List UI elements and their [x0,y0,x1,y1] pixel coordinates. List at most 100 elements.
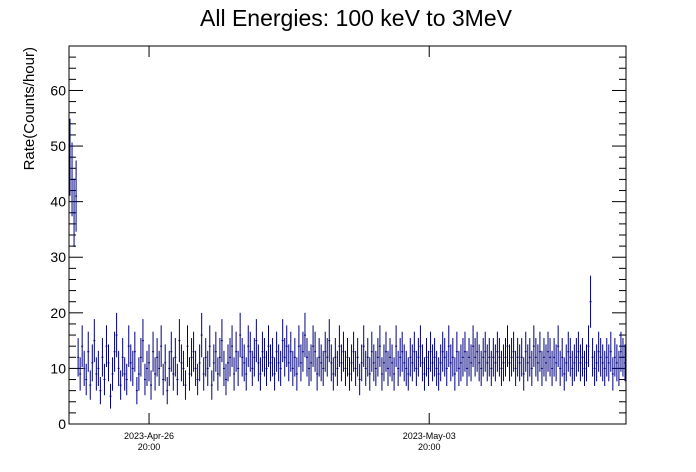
data-point [107,344,110,382]
data-point [597,331,600,372]
data-point [115,312,118,358]
data-point [362,325,365,367]
data-point [297,325,300,367]
data-point [239,312,242,358]
data-point [180,344,183,382]
data-point [127,325,130,367]
x-tick-label-time: 20:00 [418,442,441,452]
data-point [567,331,570,372]
data-point [204,338,207,377]
data-point [455,331,458,372]
data-point [474,338,477,377]
data-point [374,350,377,386]
data-point [131,350,134,386]
data-point [162,363,165,396]
data-point [251,350,254,386]
data-point [259,357,262,391]
data-point [208,325,211,367]
data-point [99,377,102,405]
data-point [403,344,406,382]
data-point [253,338,256,377]
data-point [370,331,373,372]
data-point [314,331,317,372]
data-point [265,350,268,386]
data-point [411,344,414,382]
data-point [466,350,469,386]
data-point [449,344,452,382]
data-point [453,357,456,391]
data-point [447,325,450,367]
data-point [196,363,199,396]
data-point [103,363,106,396]
data-point [200,312,203,358]
data-point [133,331,136,372]
data-point [472,325,475,367]
data-point [156,338,159,377]
data-point [581,338,584,377]
data-point [332,357,335,391]
data-point [85,363,88,396]
data-point [125,363,128,396]
data-point [376,338,379,377]
data-point [267,325,270,367]
data-point [508,344,511,382]
data-point [461,338,464,377]
data-point [186,325,189,367]
data-point [119,370,122,400]
chart-title: All Energies: 100 keV to 3MeV [200,5,513,31]
data-point [218,338,221,377]
data-point [409,338,412,377]
data-point [340,344,343,382]
data-point [75,160,78,232]
data-point [216,357,219,391]
data-point [154,357,157,391]
data-point [277,344,280,382]
data-point [384,331,387,372]
data-point [285,325,288,367]
data-point [395,325,398,367]
data-point [617,350,620,386]
data-point [591,338,594,377]
data-point [281,319,284,363]
data-point [190,338,193,377]
data-point [346,338,349,377]
data-point [89,370,92,400]
data-point [542,338,545,377]
data-point [397,350,400,386]
data-point [538,331,541,372]
data-point [145,350,148,386]
data-point [484,331,487,372]
data-point [492,338,495,377]
data-point [500,350,503,386]
y-tick-label: 50 [50,138,66,154]
data-point [526,344,529,382]
data-point [441,331,444,372]
data-point [621,338,624,377]
data-point [255,319,258,363]
data-point [589,275,592,328]
data-point [95,357,98,391]
data-point [328,319,331,363]
data-point [69,118,72,196]
data-point [87,331,90,372]
data-point [478,344,481,382]
data-point [530,350,533,386]
data-point [547,331,550,372]
data-point [372,344,375,382]
data-point [299,344,302,382]
data-point [615,344,618,382]
data-point [312,325,315,367]
data-point [611,357,614,391]
data-point [101,338,104,377]
data-point [435,350,438,386]
data-point [599,338,602,377]
data-point [109,383,112,409]
data-point [170,331,173,372]
data-point [139,338,142,377]
data-point [569,338,572,377]
data-point [291,350,294,386]
data-point [459,344,462,382]
data-point [415,350,418,386]
data-point [587,325,590,367]
